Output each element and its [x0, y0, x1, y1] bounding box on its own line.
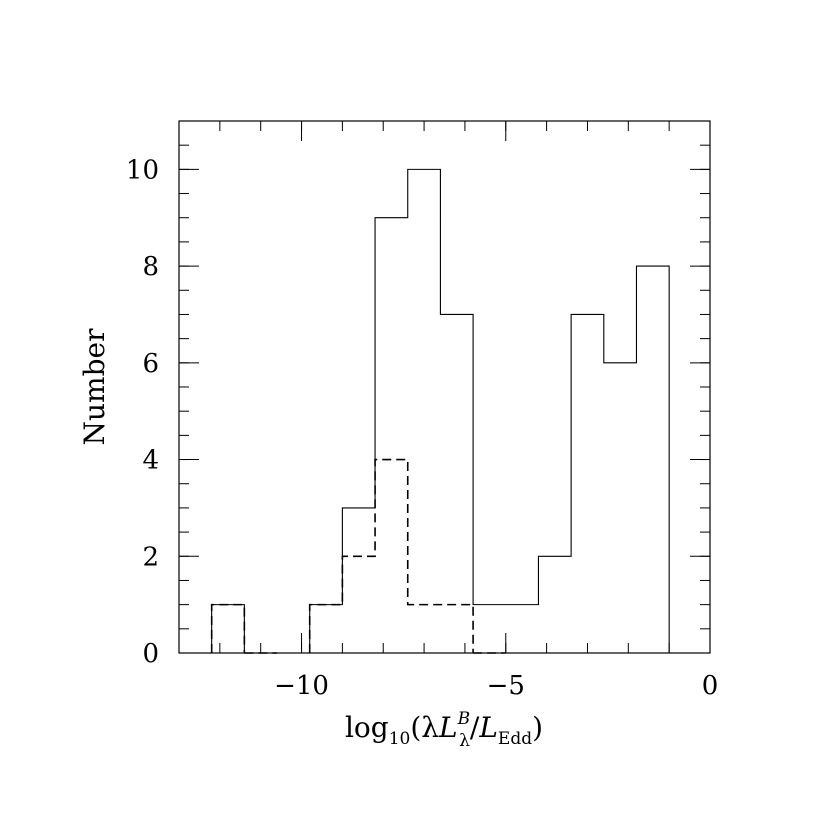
series-outline-dashed — [210, 458, 506, 654]
y-axis-label: Number — [78, 328, 111, 446]
histogram-bar — [342, 556, 375, 653]
histogram-bar — [636, 266, 669, 653]
minor-ticks — [178, 120, 711, 654]
histogram-bar — [375, 460, 408, 653]
x-tick-label: −10 — [274, 671, 329, 701]
x-tick-labels: −10 −5 0 — [274, 671, 718, 701]
x-label-l1-sub: λ — [459, 731, 470, 751]
series-solid — [211, 168, 670, 654]
major-ticks — [179, 121, 711, 654]
x-label-log-sub: 10 — [389, 729, 411, 749]
histogram-bar — [604, 363, 637, 653]
histogram-bar — [440, 605, 473, 653]
y-tick-label: 4 — [142, 446, 159, 476]
x-label-l2: L — [478, 711, 498, 744]
x-label-l1: L — [438, 711, 458, 744]
y-tick-label: 2 — [142, 542, 159, 572]
histogram-bar — [571, 314, 604, 653]
y-tick-label: 0 — [142, 639, 159, 669]
histogram-bar — [506, 605, 539, 653]
histogram-bar — [538, 556, 571, 653]
x-label-l1-sup: B — [457, 709, 471, 729]
x-label-log: log — [345, 711, 389, 744]
y-tick-label: 6 — [142, 349, 159, 379]
x-label-close: ) — [532, 711, 543, 744]
histogram-bar — [473, 605, 506, 653]
histogram-bar — [440, 314, 473, 653]
histogram-bar — [375, 218, 408, 653]
histogram-bar — [212, 605, 245, 653]
series-dashed — [210, 458, 506, 654]
histogram-bar — [310, 605, 343, 653]
histogram-bar — [212, 605, 245, 653]
histogram-bar — [342, 508, 375, 653]
plot-frame — [178, 120, 711, 654]
x-axis-label: log10(λLB λ/LEdd) — [345, 709, 543, 751]
x-label-l2-sub: Edd — [498, 729, 532, 749]
x-tick-label: −5 — [487, 671, 525, 701]
x-tick-label: 0 — [702, 671, 719, 701]
x-label-slash: / — [470, 711, 480, 744]
series-layer — [210, 168, 670, 654]
y-tick-labels: 0 2 4 6 8 10 — [126, 155, 159, 669]
x-label-open: (λ — [410, 711, 439, 744]
histogram-bar — [310, 605, 343, 653]
y-tick-label: 8 — [142, 252, 159, 282]
series-outline-solid — [211, 168, 670, 654]
y-tick-label: 10 — [126, 155, 159, 185]
histogram-bar — [408, 169, 441, 653]
